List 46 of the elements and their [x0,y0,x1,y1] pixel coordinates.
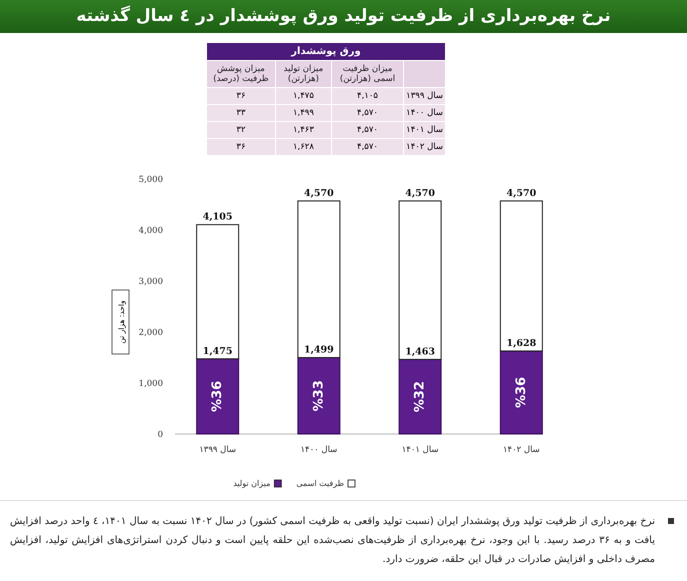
data-label: 1,628 [506,338,537,349]
chart-title: نرخ بهره‌برداری از ظرفیت تولید ورق پوششدار در ٤ سال گذشته [0,0,687,33]
text: نرخ بهره‌برداری از ظرفیت تولید ورق پوششدار ایران (نسبت تولید واقعی به ظرفیت اسمی کشور) در سال ۱۴۰۲ نسبت به سال ۱۴۰۱، ٤ واحد درصد افزایش یافت و به ۳۶ درصد رسید. با این وجود، نرخ بهره‌برداری از ظرفیت‌های نصب‌شده این حلقه پایین است و دنبال کردن استراتژی‌های افزایش تولید، افزایش مصرف داخلی و افزایش صادرات در قبال این حلقه، ضرورت دارد. [10,515,656,567]
text: ۳۲ [236,125,246,135]
x-tick-label: سال ۱۴۰۲ [502,445,540,455]
annotation: %33 [311,380,326,412]
data-label: 1,463 [405,346,435,358]
annotation: %36 [210,380,226,412]
category-label: میزان ظرفیت اسمی (هزارتن) [331,60,404,88]
category-label: سال ۱۴۰۰ [406,108,443,118]
text: ۳۶ [236,142,246,152]
data-label: 1,475 [202,346,232,357]
annotation: %36 [514,376,529,408]
text: ۴,۵۷۰ [357,108,378,118]
text: ۱,۶۲۸ [292,142,314,152]
category-label: میزان تولید (هزارتن) [275,60,332,88]
category-label: سال ۱۴۰۲ [406,142,443,152]
text: ۳۳ [236,108,246,118]
text: ۱,۴۹۹ [292,108,314,118]
text: ۱,۴۶۳ [292,125,314,135]
text: ۱,۴۷۵ [292,91,314,101]
total-label: 4,570 [304,188,334,199]
category-label: سال ۱۴۰۱ [406,125,443,135]
x-tick-label: سال ۱۴۰۱ [402,445,439,455]
category-label: سال ۱۳۹۹ [406,91,443,101]
total-label: 4,570 [506,188,537,199]
legend-label: ظرفیت اسمی [296,479,344,488]
y-tick-label: 0 [158,430,163,440]
text: ۴,۵۷۰ [357,142,378,152]
y-tick-label: 2,000 [138,328,163,338]
text: ۴,۱۰۵ [357,91,378,101]
total-label: 4,105 [202,212,232,223]
y-tick-label: 5,000 [138,175,163,185]
legend-label: میزان تولید [233,479,270,488]
x-tick-label: سال ۱۴۰۰ [300,445,338,455]
y-tick-label: 1,000 [138,379,163,389]
text: ۴,۵۷۰ [357,125,378,135]
data-label: 1,499 [304,344,334,356]
x-tick-label: سال ۱۳۹۹ [199,445,236,455]
y-tick-label: 4,000 [138,226,163,236]
annotation: %32 [412,381,428,412]
category-label: میزان پوشش ظرفیت (درصد) [206,60,276,88]
text: ۳۶ [236,91,246,101]
y-tick-label: 3,000 [138,277,163,287]
text: ورق پوششدار [206,42,446,60]
total-label: 4,570 [405,188,436,199]
